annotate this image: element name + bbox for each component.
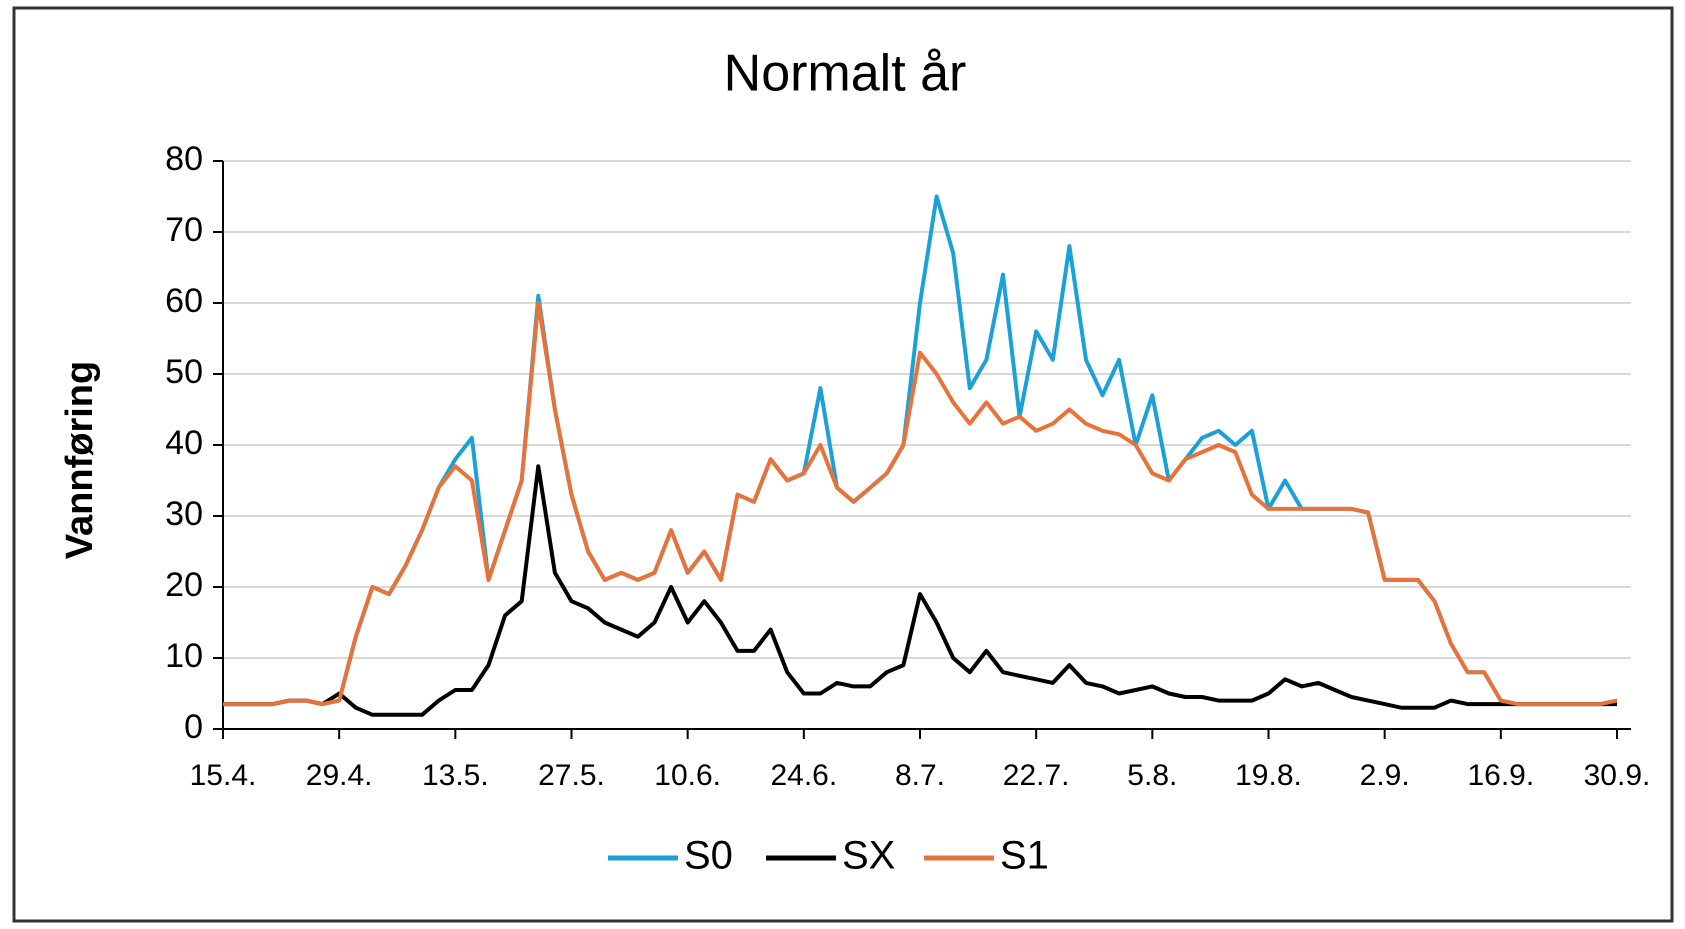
x-tick-label: 5.8. <box>1127 759 1177 792</box>
y-tick-label: 30 <box>165 495 203 533</box>
x-tick-label: 30.9. <box>1584 759 1651 792</box>
y-axis-title: Vannføring <box>59 361 101 559</box>
y-tick-label: 40 <box>165 424 203 462</box>
chart-border <box>12 6 1674 923</box>
data-line <box>223 464 1617 717</box>
y-tick-label: 0 <box>184 708 203 746</box>
x-tick-label: 27.5. <box>538 759 605 792</box>
x-tick-label: 13.5. <box>422 759 489 792</box>
legend-label: SX <box>842 834 895 878</box>
x-tick-label: 19.8. <box>1235 759 1302 792</box>
y-tick-label: 60 <box>165 282 203 320</box>
y-tick-label: 10 <box>165 637 203 675</box>
x-tick-label: 15.4. <box>190 759 257 792</box>
x-tick-label: 10.6. <box>654 759 721 792</box>
x-tick-label: 16.9. <box>1467 759 1534 792</box>
x-tick-label: 29.4. <box>306 759 373 792</box>
chart-title: Normalt år <box>724 45 967 103</box>
x-tick-label: 22.7. <box>1003 759 1070 792</box>
legend-label: S0 <box>684 834 733 878</box>
y-tick-label: 70 <box>165 211 203 249</box>
x-tick-label: 24.6. <box>770 759 837 792</box>
legend-label: S1 <box>1000 834 1049 878</box>
y-tick-label: 20 <box>165 566 203 604</box>
y-tick-label: 80 <box>165 140 203 178</box>
x-tick-label: 8.7. <box>895 759 945 792</box>
data-line <box>223 301 1618 707</box>
y-tick-label: 50 <box>165 353 203 391</box>
x-tick-label: 2.9. <box>1360 759 1410 792</box>
